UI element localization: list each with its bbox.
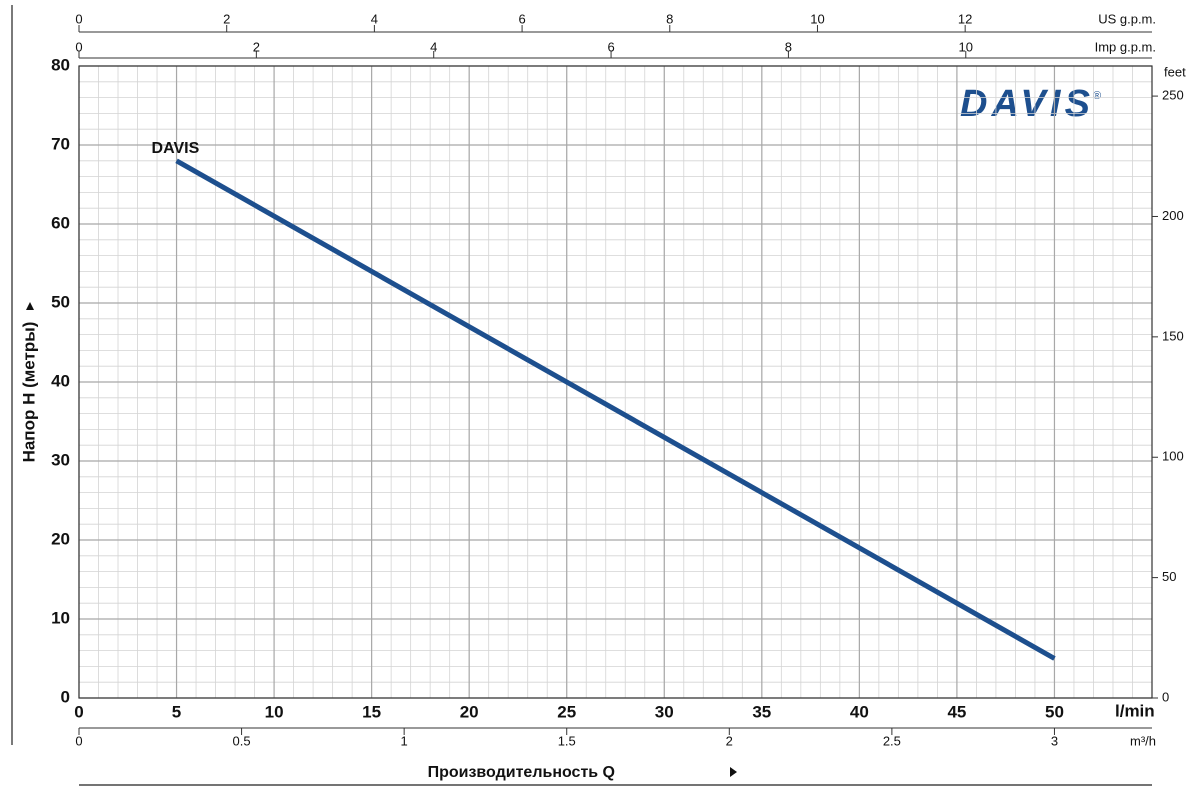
secondary-tick-label: 0 bbox=[75, 733, 82, 748]
y-tick-label: 80 bbox=[51, 55, 70, 74]
logo: DAVIS bbox=[960, 83, 1090, 125]
y-tick-label: 20 bbox=[51, 529, 70, 548]
y2-tick-label: 50 bbox=[1162, 569, 1176, 584]
secondary-tick-label: 4 bbox=[430, 39, 437, 54]
y-axis-title: Напор H (метры) bbox=[19, 322, 38, 463]
secondary-tick-label: 10 bbox=[810, 11, 824, 26]
y-tick-label: 40 bbox=[51, 371, 70, 390]
x-tick-label: 45 bbox=[947, 702, 966, 721]
axis-unit: m³/h bbox=[1130, 733, 1156, 748]
axis-unit: Imp g.p.m. bbox=[1095, 39, 1156, 54]
x-tick-label: 20 bbox=[460, 702, 479, 721]
secondary-tick-label: 2 bbox=[726, 733, 733, 748]
secondary-tick-label: 1.5 bbox=[558, 733, 576, 748]
x-tick-label: 25 bbox=[557, 702, 576, 721]
axis-unit: feet bbox=[1164, 64, 1186, 79]
y-tick-label: 0 bbox=[61, 687, 70, 706]
y2-tick-label: 200 bbox=[1162, 208, 1184, 223]
secondary-tick-label: 2 bbox=[223, 11, 230, 26]
secondary-tick-label: 2.5 bbox=[883, 733, 901, 748]
x-unit: l/min bbox=[1115, 701, 1155, 720]
secondary-tick-label: 3 bbox=[1051, 733, 1058, 748]
x-axis-title: Производительность Q bbox=[428, 764, 615, 781]
x-tick-label: 15 bbox=[362, 702, 381, 721]
y-axis-title-group: Напор H (метры) bbox=[19, 302, 38, 462]
data-line bbox=[175, 158, 1056, 661]
secondary-tick-label: 10 bbox=[959, 39, 973, 54]
y2-tick-label: 150 bbox=[1162, 328, 1184, 343]
x-tick-label: 30 bbox=[655, 702, 674, 721]
y-tick-label: 50 bbox=[51, 292, 70, 311]
arrow bbox=[730, 767, 737, 777]
secondary-tick-label: 4 bbox=[371, 11, 378, 26]
secondary-tick-label: 6 bbox=[518, 11, 525, 26]
x-tick-label: 50 bbox=[1045, 702, 1064, 721]
axis-unit: US g.p.m. bbox=[1098, 11, 1156, 26]
secondary-tick-label: 12 bbox=[958, 11, 972, 26]
logo-mark: ® bbox=[1093, 90, 1101, 102]
y-tick-label: 10 bbox=[51, 608, 70, 627]
secondary-tick-label: 6 bbox=[607, 39, 614, 54]
secondary-tick-label: 8 bbox=[785, 39, 792, 54]
y2-tick-label: 0 bbox=[1162, 689, 1169, 704]
series-label: DAVIS bbox=[152, 140, 200, 157]
secondary-tick-label: 0.5 bbox=[233, 733, 251, 748]
y-tick-label: 60 bbox=[51, 213, 70, 232]
x-tick-label: 5 bbox=[172, 702, 181, 721]
x-tick-label: 40 bbox=[850, 702, 869, 721]
x-tick-label: 10 bbox=[265, 702, 284, 721]
secondary-tick-label: 0 bbox=[75, 39, 82, 54]
y-tick-label: 30 bbox=[51, 450, 70, 469]
secondary-tick-label: 0 bbox=[75, 11, 82, 26]
y2-tick-label: 250 bbox=[1162, 88, 1184, 103]
plot-frame bbox=[78, 65, 1153, 699]
y2-tick-label: 100 bbox=[1162, 449, 1184, 464]
secondary-tick-label: 2 bbox=[253, 39, 260, 54]
secondary-tick-label: 1 bbox=[401, 733, 408, 748]
arrow bbox=[26, 302, 34, 310]
x-tick-label: 0 bbox=[74, 702, 83, 721]
secondary-tick-label: 8 bbox=[666, 11, 673, 26]
y-tick-label: 70 bbox=[51, 134, 70, 153]
x-tick-label: 35 bbox=[752, 702, 771, 721]
